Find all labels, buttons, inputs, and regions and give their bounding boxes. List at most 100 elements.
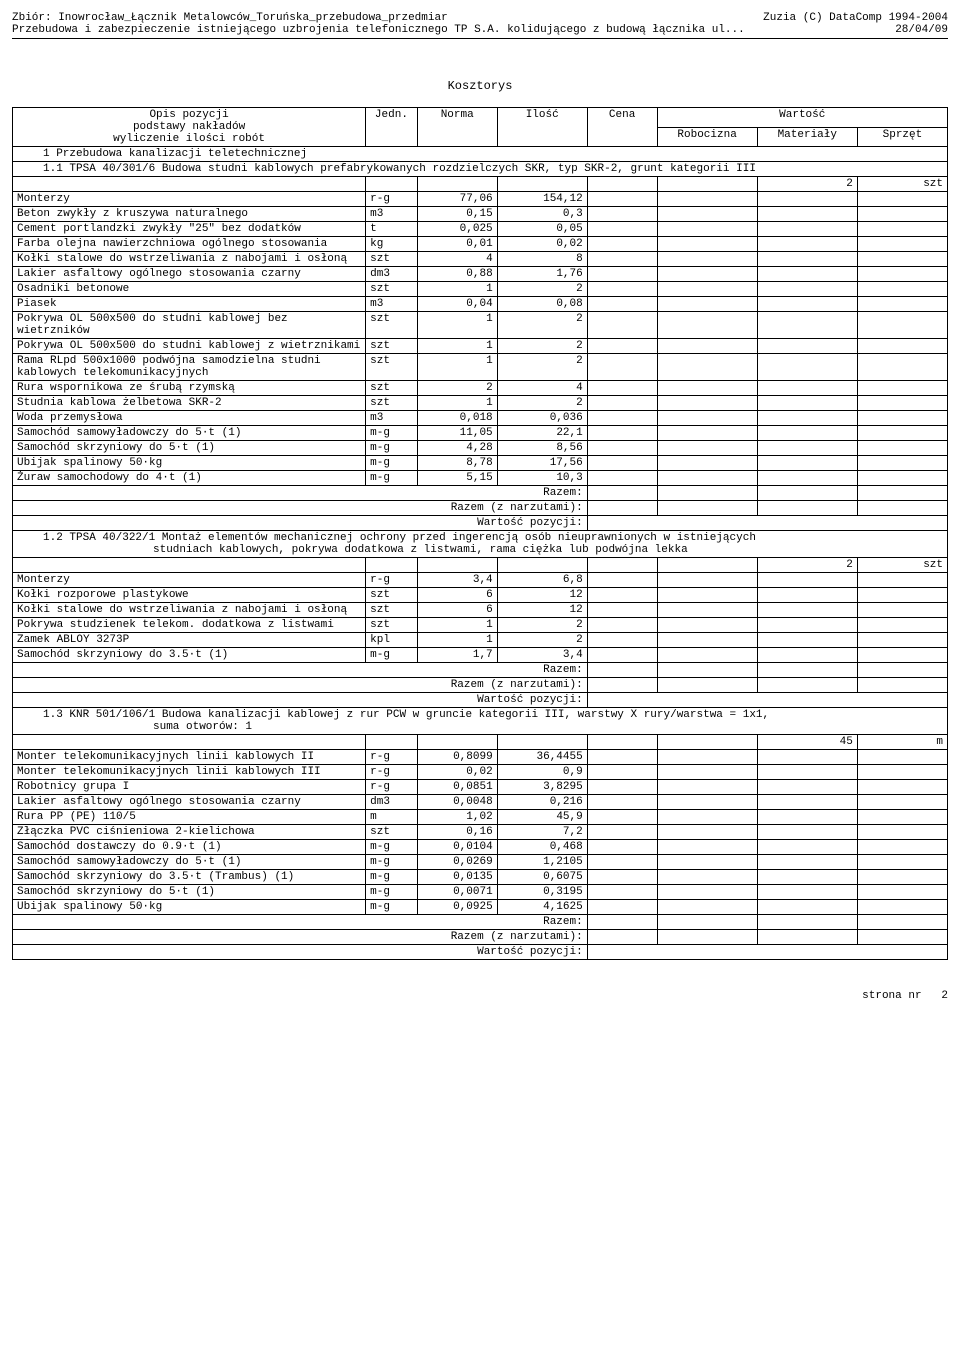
cell-ilosc: 0,036 [497, 411, 587, 426]
cell-rob [657, 588, 757, 603]
table-row: Farba olejna nawierzchniowa ogólnego sto… [13, 237, 948, 252]
cell-spr [857, 810, 947, 825]
cell-ilosc: 2 [497, 354, 587, 381]
cell-opis: Kołki rozporowe plastykowe [13, 588, 366, 603]
table-row: Samochód skrzyniowy do 3.5·t (Trambus) (… [13, 870, 948, 885]
sum-wartosc-13: Wartość pozycji: [13, 945, 948, 960]
cell-rob [657, 603, 757, 618]
cell-cena [587, 207, 657, 222]
page-footer: strona nr 2 [12, 990, 948, 1002]
table-row: Samochód samowyładowczy do 5·t (1)m-g0,0… [13, 855, 948, 870]
sum-razem-13: Razem: [13, 915, 948, 930]
sum-narzut-11: Razem (z narzutami): [13, 501, 948, 516]
cell-spr [857, 339, 947, 354]
cell-norma: 4 [417, 252, 497, 267]
cell-mat [757, 471, 857, 486]
cell-opis: Ubijak spalinowy 50·kg [13, 456, 366, 471]
cell-ilosc: 0,05 [497, 222, 587, 237]
table-row: Beton zwykły z kruszywa naturalnegom30,1… [13, 207, 948, 222]
cell-norma: 0,0071 [417, 885, 497, 900]
cell-spr [857, 870, 947, 885]
cell-cena [587, 312, 657, 339]
cell-spr [857, 750, 947, 765]
cell-ilosc: 154,12 [497, 192, 587, 207]
cell-cena [587, 456, 657, 471]
cell-opis: Kołki stalowe do wstrzeliwania z nabojam… [13, 603, 366, 618]
cell-norma: 0,02 [417, 765, 497, 780]
cell-rob [657, 192, 757, 207]
cell-opis: Zamek ABLOY 3273P [13, 633, 366, 648]
table-row: Ubijak spalinowy 50·kgm-g8,7817,56 [13, 456, 948, 471]
cell-ilosc: 2 [497, 339, 587, 354]
cell-spr [857, 795, 947, 810]
cell-jedn: szt [366, 282, 418, 297]
cell-norma: 1 [417, 396, 497, 411]
cell-mat [757, 192, 857, 207]
cell-ilosc: 22,1 [497, 426, 587, 441]
main-table: Opis pozycji podstawy nakładów wyliczeni… [12, 107, 948, 960]
cell-jedn: r-g [366, 573, 418, 588]
table-row: Samochód dostawczy do 0.9·t (1)m-g0,0104… [13, 840, 948, 855]
cell-jedn: m3 [366, 297, 418, 312]
cell-spr [857, 840, 947, 855]
cell-spr [857, 267, 947, 282]
cell-mat [757, 411, 857, 426]
cell-spr [857, 573, 947, 588]
cell-opis: Samochód skrzyniowy do 3.5·t (1) [13, 648, 366, 663]
cell-ilosc: 4,1625 [497, 900, 587, 915]
cell-jedn: dm3 [366, 267, 418, 282]
cell-cena [587, 633, 657, 648]
cell-rob [657, 411, 757, 426]
table-row: Złączka PVC ciśnieniowa 2-kielichowaszt0… [13, 825, 948, 840]
cell-mat [757, 267, 857, 282]
cell-rob [657, 765, 757, 780]
cell-cena [587, 354, 657, 381]
cell-jedn: szt [366, 396, 418, 411]
cell-cena [587, 648, 657, 663]
sum-narzut-13: Razem (z narzutami): [13, 930, 948, 945]
cell-ilosc: 0,468 [497, 840, 587, 855]
cell-norma: 4,28 [417, 441, 497, 456]
cell-mat [757, 354, 857, 381]
cell-opis: Piasek [13, 297, 366, 312]
cell-jedn: t [366, 222, 418, 237]
item-1-1-qty: 2 szt [13, 177, 948, 192]
cell-jedn: m-g [366, 855, 418, 870]
cell-cena [587, 795, 657, 810]
table-row: Rama RLpd 500x1000 podwójna samodzielna … [13, 354, 948, 381]
cell-norma: 0,04 [417, 297, 497, 312]
table-row: Cement portlandzki zwykły "25" bez dodat… [13, 222, 948, 237]
cell-norma: 1,7 [417, 648, 497, 663]
cell-rob [657, 900, 757, 915]
cell-ilosc: 2 [497, 618, 587, 633]
cell-norma: 0,8099 [417, 750, 497, 765]
cell-jedn: m-g [366, 426, 418, 441]
cell-cena [587, 765, 657, 780]
cell-mat [757, 810, 857, 825]
cell-ilosc: 17,56 [497, 456, 587, 471]
cell-mat [757, 648, 857, 663]
cell-jedn: m3 [366, 411, 418, 426]
table-row: Żuraw samochodowy do 4·t (1)m-g5,1510,3 [13, 471, 948, 486]
cell-rob [657, 633, 757, 648]
cell-opis: Cement portlandzki zwykły "25" bez dodat… [13, 222, 366, 237]
cell-rob [657, 870, 757, 885]
header-right-1: Zuzia (C) DataComp 1994-2004 [763, 12, 948, 24]
table-row: Osadniki betonoweszt12 [13, 282, 948, 297]
cell-opis: Pokrywa studzienek telekom. dodatkowa z … [13, 618, 366, 633]
cell-norma: 1,02 [417, 810, 497, 825]
cell-ilosc: 1,76 [497, 267, 587, 282]
cell-norma: 0,0104 [417, 840, 497, 855]
cell-jedn: szt [366, 618, 418, 633]
cell-rob [657, 840, 757, 855]
cell-norma: 1 [417, 339, 497, 354]
cell-mat [757, 573, 857, 588]
cell-rob [657, 795, 757, 810]
cell-spr [857, 855, 947, 870]
cell-ilosc: 45,9 [497, 810, 587, 825]
cell-ilosc: 2 [497, 282, 587, 297]
cell-ilosc: 2 [497, 633, 587, 648]
cell-spr [857, 207, 947, 222]
cell-mat [757, 441, 857, 456]
cell-norma: 0,15 [417, 207, 497, 222]
